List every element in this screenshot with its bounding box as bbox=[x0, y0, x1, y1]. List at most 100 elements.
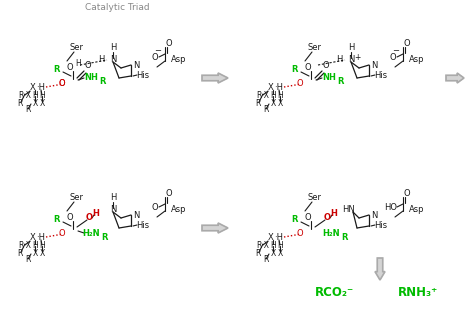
Text: R: R bbox=[292, 65, 298, 74]
Text: R·X: R·X bbox=[18, 91, 31, 100]
Text: O: O bbox=[305, 63, 311, 72]
Text: RCO₂⁻: RCO₂⁻ bbox=[315, 286, 355, 299]
Text: X: X bbox=[39, 249, 45, 258]
Text: H: H bbox=[75, 60, 81, 69]
Text: H: H bbox=[39, 91, 45, 100]
Text: His: His bbox=[374, 70, 388, 79]
Text: H: H bbox=[39, 241, 45, 250]
Text: H: H bbox=[110, 43, 116, 52]
Text: R: R bbox=[338, 78, 344, 86]
Text: X: X bbox=[32, 249, 37, 258]
Text: N: N bbox=[371, 210, 377, 219]
Text: Catalytic Triad: Catalytic Triad bbox=[85, 2, 149, 11]
Text: N: N bbox=[110, 206, 116, 215]
Polygon shape bbox=[202, 223, 228, 233]
Text: R: R bbox=[25, 105, 31, 114]
Text: H₂N: H₂N bbox=[82, 229, 100, 238]
Text: X: X bbox=[277, 249, 283, 258]
Text: His: His bbox=[137, 220, 150, 229]
Text: R·X: R·X bbox=[256, 241, 270, 250]
Text: H: H bbox=[336, 55, 342, 64]
Text: O: O bbox=[59, 229, 65, 238]
Text: X: X bbox=[277, 99, 283, 108]
Text: HO: HO bbox=[384, 202, 398, 211]
Text: NH: NH bbox=[84, 73, 98, 82]
Text: N: N bbox=[133, 210, 139, 219]
Text: NH: NH bbox=[322, 73, 336, 82]
Text: N: N bbox=[348, 55, 354, 64]
Text: R: R bbox=[102, 232, 108, 241]
Text: R: R bbox=[100, 78, 106, 86]
Text: H: H bbox=[270, 241, 276, 250]
Text: H: H bbox=[348, 43, 354, 52]
Text: O: O bbox=[166, 188, 173, 197]
Text: Asp: Asp bbox=[171, 205, 187, 214]
Text: R: R bbox=[18, 249, 23, 258]
Text: H: H bbox=[92, 210, 100, 219]
Text: O: O bbox=[85, 214, 92, 223]
Polygon shape bbox=[446, 73, 464, 83]
Text: Ser: Ser bbox=[70, 193, 84, 202]
Text: O: O bbox=[297, 79, 303, 88]
Text: ·H: ·H bbox=[36, 82, 46, 91]
Text: O: O bbox=[67, 212, 73, 222]
Polygon shape bbox=[202, 73, 228, 83]
Text: H: H bbox=[277, 91, 283, 100]
Text: O: O bbox=[323, 214, 330, 223]
Text: R: R bbox=[255, 99, 261, 108]
Text: O: O bbox=[67, 63, 73, 72]
Text: RNH₃⁺: RNH₃⁺ bbox=[398, 286, 438, 299]
Text: H: H bbox=[270, 91, 276, 100]
Text: O: O bbox=[305, 212, 311, 222]
Text: N: N bbox=[110, 55, 116, 64]
Text: H: H bbox=[110, 193, 116, 202]
Text: O: O bbox=[152, 52, 158, 61]
Text: R: R bbox=[264, 105, 269, 114]
Text: H: H bbox=[330, 210, 337, 219]
Text: R: R bbox=[255, 249, 261, 258]
Text: X: X bbox=[30, 232, 36, 241]
Text: −: − bbox=[392, 46, 400, 55]
Text: X: X bbox=[268, 82, 274, 91]
Text: Ser: Ser bbox=[70, 42, 84, 51]
Text: His: His bbox=[374, 220, 388, 229]
Text: R: R bbox=[264, 255, 269, 264]
Text: H: H bbox=[98, 55, 104, 64]
Text: H: H bbox=[32, 91, 38, 100]
Text: O: O bbox=[152, 202, 158, 211]
Text: O: O bbox=[323, 61, 329, 70]
Polygon shape bbox=[375, 258, 385, 280]
Text: O: O bbox=[390, 52, 396, 61]
Text: H: H bbox=[32, 241, 38, 250]
Text: X: X bbox=[39, 99, 45, 108]
Text: O: O bbox=[85, 61, 91, 70]
Text: Asp: Asp bbox=[171, 55, 187, 64]
Text: ·H: ·H bbox=[36, 232, 46, 241]
Text: −: − bbox=[155, 46, 162, 55]
Text: R·X: R·X bbox=[18, 241, 31, 250]
Text: Ser: Ser bbox=[308, 193, 322, 202]
Text: HN: HN bbox=[343, 206, 356, 215]
Text: R: R bbox=[54, 65, 60, 74]
Text: H: H bbox=[277, 241, 283, 250]
Text: O: O bbox=[166, 38, 173, 47]
Text: O: O bbox=[297, 229, 303, 238]
Text: O: O bbox=[404, 38, 410, 47]
Text: H₂N: H₂N bbox=[322, 229, 340, 238]
Text: X: X bbox=[270, 99, 275, 108]
Text: Ser: Ser bbox=[308, 42, 322, 51]
Text: Asp: Asp bbox=[409, 55, 425, 64]
Text: R: R bbox=[342, 232, 348, 241]
Text: +: + bbox=[354, 54, 360, 63]
Text: R: R bbox=[292, 215, 298, 224]
Text: Asp: Asp bbox=[409, 205, 425, 214]
Text: R: R bbox=[18, 99, 23, 108]
Text: R: R bbox=[25, 255, 31, 264]
Text: R·X: R·X bbox=[256, 91, 270, 100]
Text: N: N bbox=[371, 60, 377, 69]
Text: X: X bbox=[30, 82, 36, 91]
Text: R: R bbox=[54, 215, 60, 224]
Text: His: His bbox=[137, 70, 150, 79]
Text: N: N bbox=[133, 60, 139, 69]
Text: X: X bbox=[268, 232, 274, 241]
